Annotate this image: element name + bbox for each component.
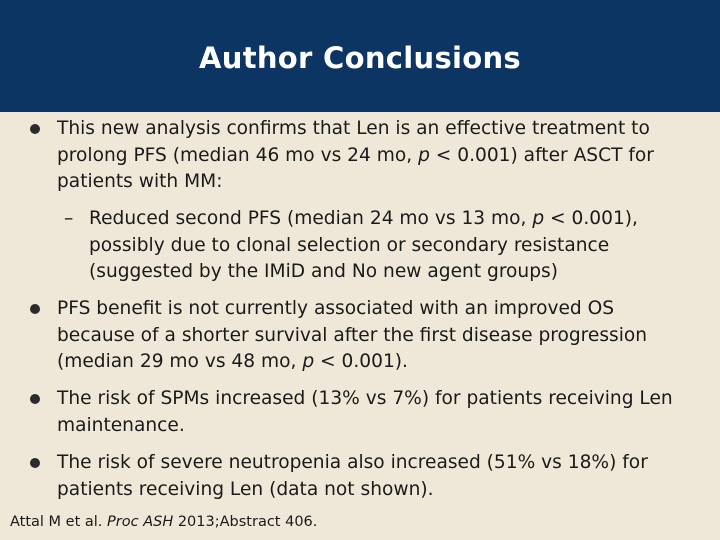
bullet-icon — [30, 304, 40, 314]
header-bar: Author Conclusions — [0, 0, 720, 112]
page-title: Author Conclusions — [199, 41, 521, 75]
dash-marker: – — [64, 208, 74, 229]
bullet-icon — [30, 458, 40, 468]
bullet-icon — [30, 124, 40, 134]
bullet-icon — [30, 394, 40, 404]
citation: Attal M et al. Proc ASH 2013;Abstract 40… — [10, 514, 318, 530]
